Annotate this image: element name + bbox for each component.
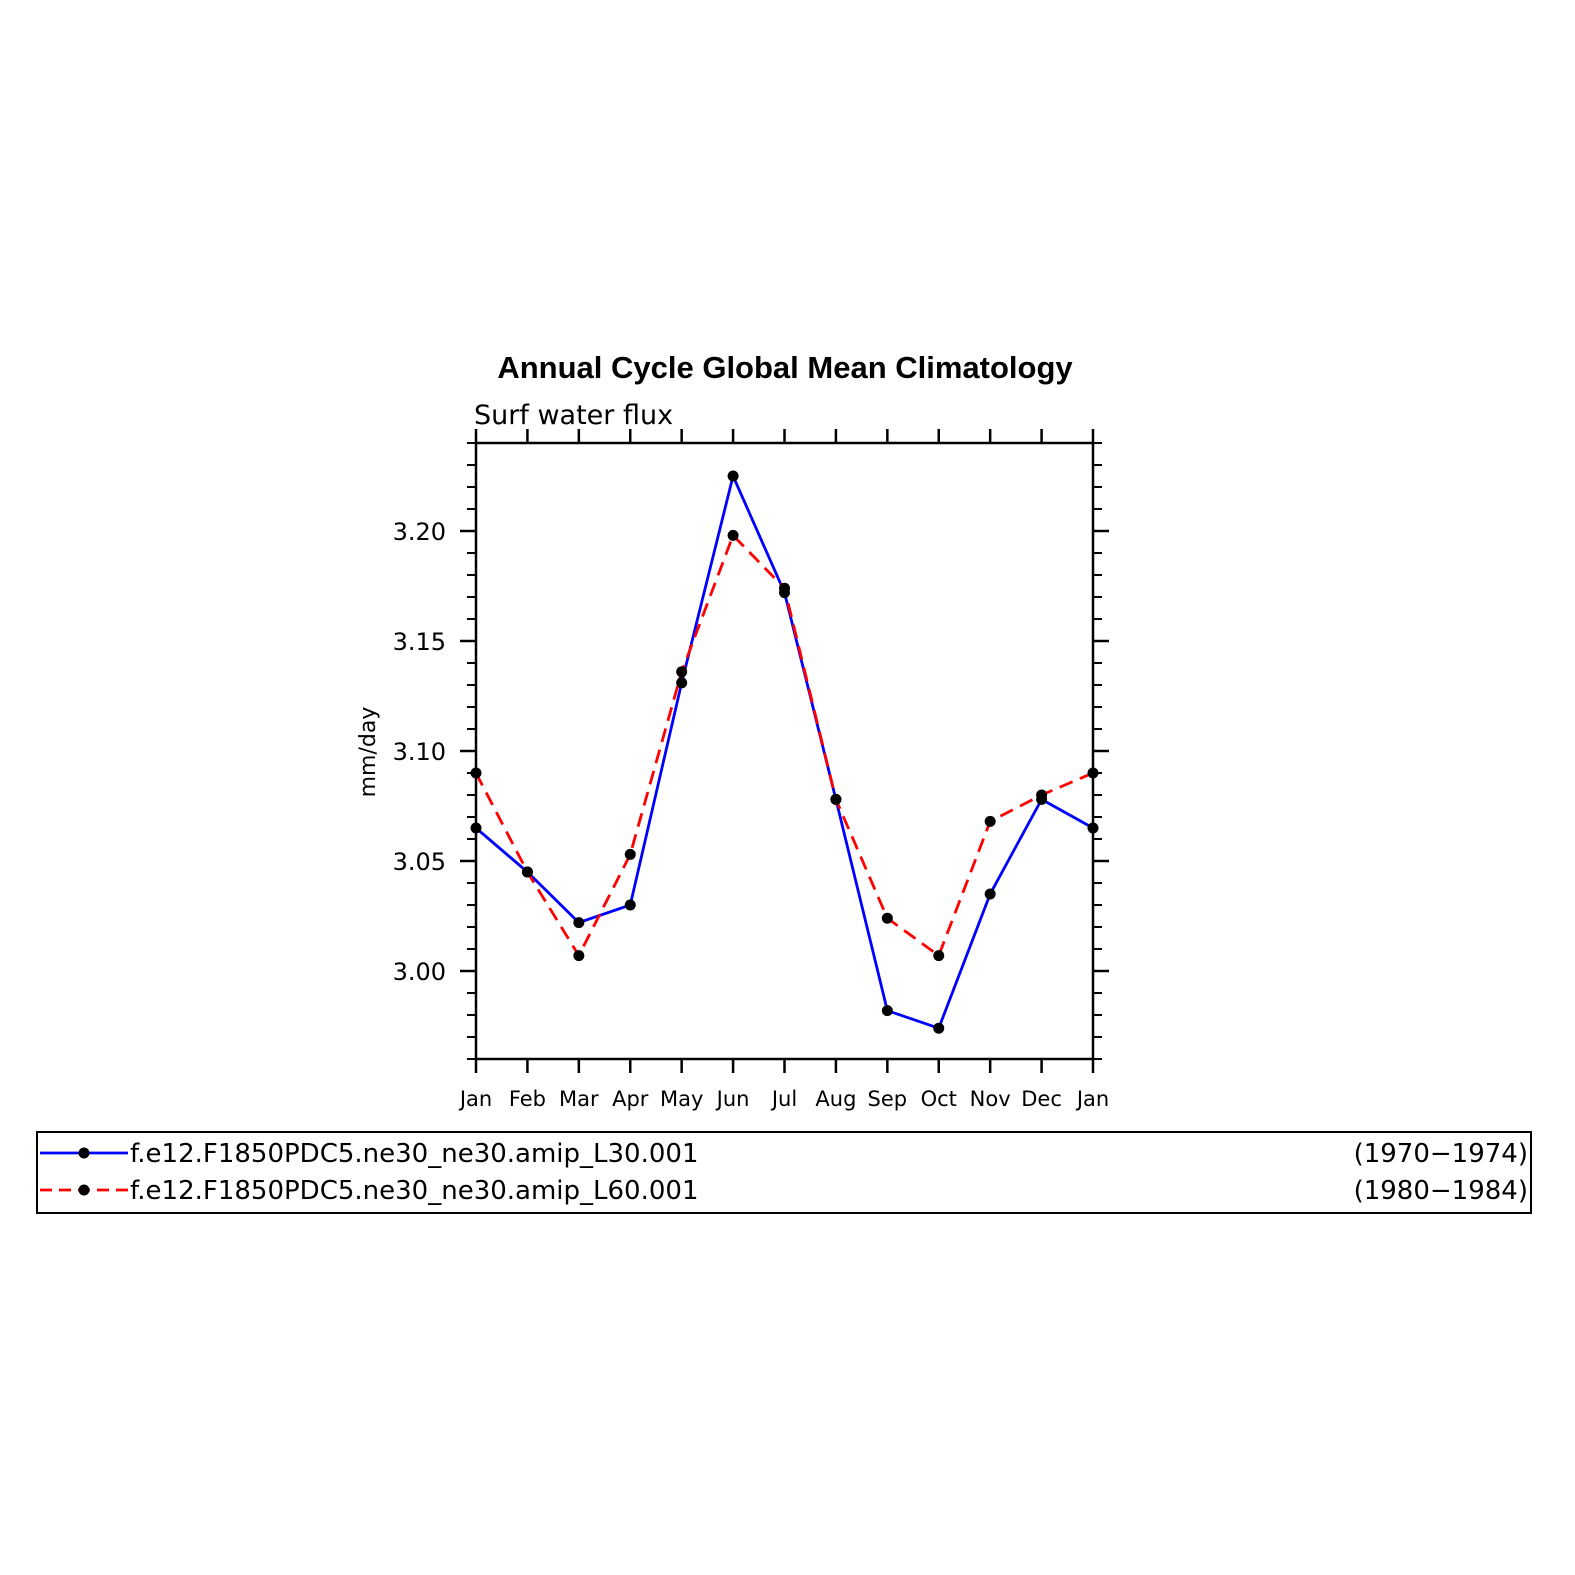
series-line (474, 534, 1094, 957)
data-point (521, 866, 533, 878)
y-tick-label: 3.20 (393, 518, 446, 546)
data-point (573, 917, 585, 929)
y-tick-label: 3.10 (393, 738, 446, 766)
data-point (676, 677, 688, 689)
data-point (933, 1022, 945, 1034)
data-point (830, 793, 842, 805)
legend-marker (78, 1184, 90, 1196)
data-point (727, 529, 739, 541)
legend-series-name: f.e12.F1850PDC5.ne30_ne30.amip_L60.001 (130, 1176, 698, 1206)
legend-box (36, 1131, 1532, 1214)
legend-marker (78, 1147, 90, 1159)
x-tick-label: Mar (559, 1087, 599, 1111)
data-point (881, 912, 893, 924)
data-point (933, 950, 945, 962)
x-tick-label: Dec (1021, 1087, 1062, 1111)
y-tick-label: 3.05 (393, 848, 446, 876)
y-tick-label: 3.15 (393, 628, 446, 656)
x-tick-label: Nov (970, 1087, 1011, 1111)
x-tick-label: May (660, 1087, 703, 1111)
series-layer (470, 470, 1099, 1034)
x-tick-label: Apr (612, 1087, 649, 1111)
x-tick-label: Feb (509, 1087, 546, 1111)
data-point (624, 899, 636, 911)
x-tick-label: Oct (921, 1087, 957, 1111)
plot-frame (474, 441, 1095, 1061)
y-tick-label: 3.00 (393, 958, 446, 986)
data-point (1036, 789, 1048, 801)
chart-subtitle: Surf water flux (474, 400, 673, 431)
x-tick-label: Sep (868, 1087, 908, 1111)
data-point (984, 888, 996, 900)
y-axis-label: mm/day (356, 707, 381, 798)
data-point (573, 950, 585, 962)
x-tick-label: Jul (770, 1087, 797, 1111)
x-tick-label: Jan (458, 1087, 492, 1111)
tick-labels: Jan Feb Mar Apr May Jun Jul Aug Sep Oct Nov Dec Jan 3… (393, 518, 1110, 1111)
legend-series-period: (1970−1974) (1354, 1139, 1528, 1169)
data-point (727, 470, 739, 482)
x-tick-label: Jun (715, 1087, 750, 1111)
series-line (475, 474, 1094, 1030)
legend-series-name: f.e12.F1850PDC5.ne30_ne30.amip_L30.001 (130, 1139, 698, 1169)
x-tick-label: Aug (815, 1087, 856, 1111)
data-point (984, 815, 996, 827)
axis-ticks (460, 429, 1109, 1073)
x-tick-label: Jan (1075, 1087, 1109, 1111)
data-point (676, 666, 688, 678)
legend-series-period: (1980−1984) (1354, 1176, 1528, 1206)
data-point (779, 582, 790, 594)
data-point (881, 1005, 893, 1017)
data-point (624, 848, 636, 860)
chart-title: Annual Cycle Global Mean Climatology (497, 350, 1073, 385)
legend: f.e12.F1850PDC5.ne30_ne30.amip_L30.001 (1… (36, 1131, 1532, 1214)
